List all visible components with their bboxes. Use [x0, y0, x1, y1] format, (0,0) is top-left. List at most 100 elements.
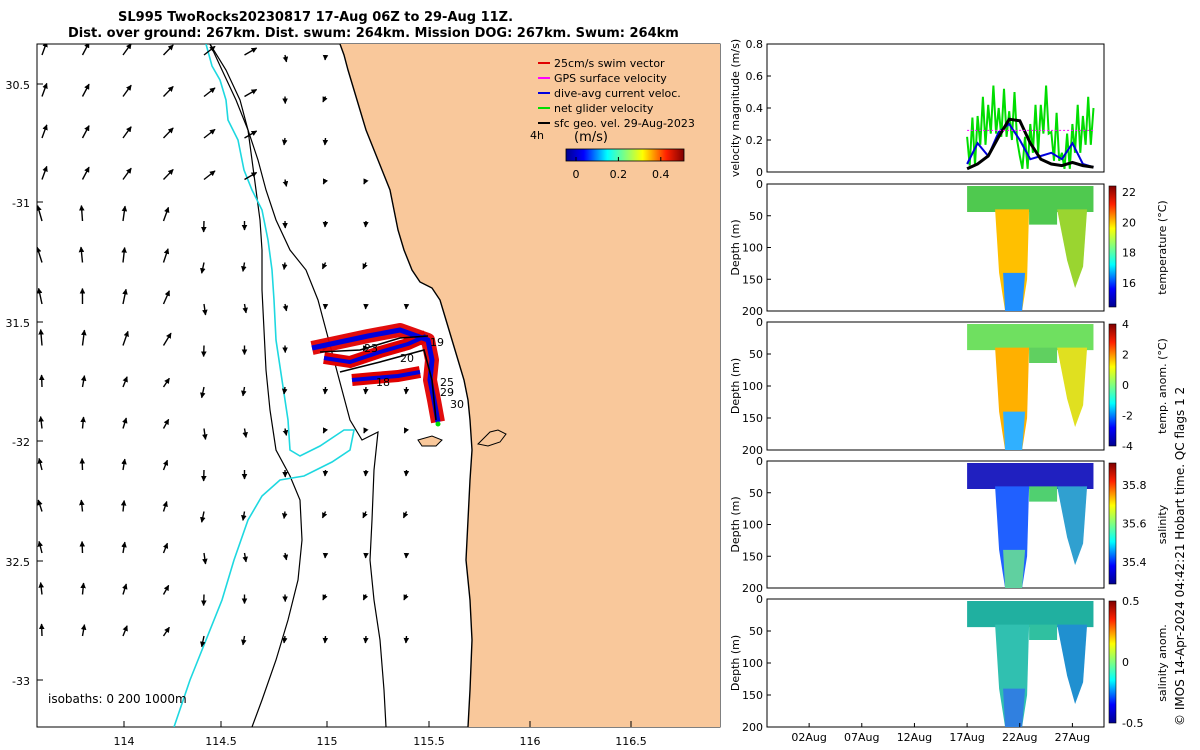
current-vector-arrow [162, 248, 170, 263]
current-vector-arrow [122, 84, 132, 97]
current-vector-arrow [281, 635, 288, 644]
heatmap-panel-1: 0 50 100 150 200 Depth (m) 16 18 20 22 temperature… [729, 178, 1169, 318]
colorbar-tick-label: -0.5 [1122, 717, 1143, 730]
colorbar-tick-label: 35.8 [1122, 479, 1147, 492]
heatmap-colorbar [1108, 185, 1117, 308]
legend-entry: sfc geo. vel. 29-Aug-2023 [554, 117, 695, 130]
current-vector-arrow [122, 330, 129, 346]
current-vector-arrow [200, 635, 206, 648]
current-vector-arrow [202, 303, 208, 316]
track-day-label: 25 [440, 376, 454, 389]
colorbar-tick-label: -4 [1122, 440, 1133, 453]
colorbar-tick-label: 4 [1122, 318, 1129, 331]
heatmap-cells-shallow [967, 324, 1094, 351]
current-vector-arrow [363, 469, 369, 477]
heatmap-cells-plume1-deep [1003, 272, 1026, 311]
colorbar-tick-label: 16 [1122, 277, 1136, 290]
velocity-ytick-label: 0.4 [746, 102, 764, 115]
current-vector-arrow [80, 375, 87, 388]
legend-entry: net glider velocity [554, 102, 654, 115]
current-vector-arrow [41, 44, 48, 56]
time-xtick-label: 27Aug [1055, 731, 1090, 744]
current-vector-arrow [244, 47, 258, 56]
heatmap-cells-mid [1029, 624, 1058, 640]
current-vector-arrow [244, 130, 258, 139]
current-vector-arrow [37, 540, 43, 554]
depth-tick-label: 200 [742, 444, 763, 457]
depth-tick-label: 0 [756, 593, 763, 606]
velocity-series-line [966, 85, 1095, 169]
current-vector-arrow [363, 386, 369, 395]
map-ytick-label: -32 [12, 436, 30, 449]
heatmap-colorbar [1108, 323, 1117, 447]
heatmap-panel-3: 0 50 100 150 200 Depth (m) 35.4 35.6 35.8 salinit… [729, 455, 1169, 595]
velocity-ylabel: velocity magnitude (m/s) [729, 39, 742, 177]
current-vector-arrow [281, 137, 288, 146]
current-vector-arrow [78, 246, 85, 263]
current-vector-arrow [79, 499, 85, 512]
current-vector-arrow [122, 126, 132, 139]
current-vector-arrow [37, 287, 43, 305]
current-vector-arrow [162, 332, 172, 346]
heatmap-colorbar [1108, 462, 1117, 585]
current-vector-arrow [81, 166, 90, 180]
current-vector-arrow [37, 499, 43, 512]
current-vector-arrow [241, 511, 247, 521]
current-vector-arrow [322, 594, 328, 601]
colorbar-tick-label: 0 [1122, 379, 1129, 392]
map-xtick-label: 116 [520, 735, 541, 748]
current-vector-arrow [242, 552, 248, 563]
depth-tick-label: 200 [742, 305, 763, 318]
colorbar-tick-label: 0 [573, 168, 580, 181]
current-vector-arrow [363, 178, 369, 185]
current-vector-arrow [203, 45, 216, 56]
current-vector-arrow [41, 124, 48, 139]
time-xtick-label: 17Aug [949, 731, 984, 744]
cyan-contour [173, 44, 355, 727]
current-vector-arrow [162, 626, 170, 637]
current-vector-arrow [282, 303, 289, 312]
current-vector-arrow [162, 168, 174, 180]
colorbar-label: salinity [1156, 504, 1169, 544]
current-vector-arrow [162, 85, 174, 97]
current-vector-arrow [321, 511, 328, 519]
current-vector-arrow [203, 87, 216, 98]
current-vector-arrow [38, 416, 44, 429]
isobath-note: isobaths: 0 200 1000m [48, 692, 187, 706]
colorbar-tick-label: -2 [1122, 410, 1133, 423]
current-vector-arrow [120, 500, 127, 512]
current-vector-arrow [322, 178, 329, 185]
current-vector-arrow [322, 137, 329, 146]
heatmap-cells-plume2 [1057, 347, 1088, 427]
current-vectors [37, 44, 410, 648]
current-vector-arrow [200, 511, 206, 523]
map-ytick-label: 30.5 [6, 79, 31, 92]
velocity-ytick-label: 0.6 [746, 70, 764, 83]
depth-tick-label: 50 [749, 210, 763, 223]
current-vector-arrow [81, 44, 90, 56]
colorbar-label: temp. anom. (°C) [1156, 338, 1169, 434]
current-vector-arrow [403, 427, 410, 434]
current-vector-arrow [122, 288, 128, 305]
map-ytick-label: -31 [12, 197, 30, 210]
velocity-ytick-label: 0 [756, 166, 763, 179]
current-vector-arrow [282, 54, 289, 63]
map-xtick-label: 115 [317, 735, 338, 748]
current-vector-arrow [37, 246, 43, 263]
current-vector-arrow [38, 328, 44, 346]
colorbar-label: temperature (°C) [1156, 200, 1169, 294]
heatmap-cells-shallow [967, 463, 1094, 489]
colorbar-tick-label: 20 [1122, 216, 1136, 229]
chart-title-line2: Dist. over ground: 267km. Dist. swum: 26… [68, 26, 679, 41]
heatmap-cells-plume2 [1057, 624, 1088, 704]
depth-ylabel: Depth (m) [729, 496, 742, 552]
depth-tick-label: 50 [749, 348, 763, 361]
depth-tick-label: 50 [749, 487, 763, 500]
colorbar-label: salinity anom. [1156, 624, 1169, 702]
current-vector-arrow [322, 96, 328, 103]
current-vector-arrow [322, 220, 329, 228]
heatmap-panel-2: 0 50 100 150 200 Depth (m) -4 -2 0 2 4 temp. anom. … [729, 316, 1169, 457]
map-xtick-label: 114.5 [205, 735, 237, 748]
current-vector-arrow [78, 204, 85, 222]
